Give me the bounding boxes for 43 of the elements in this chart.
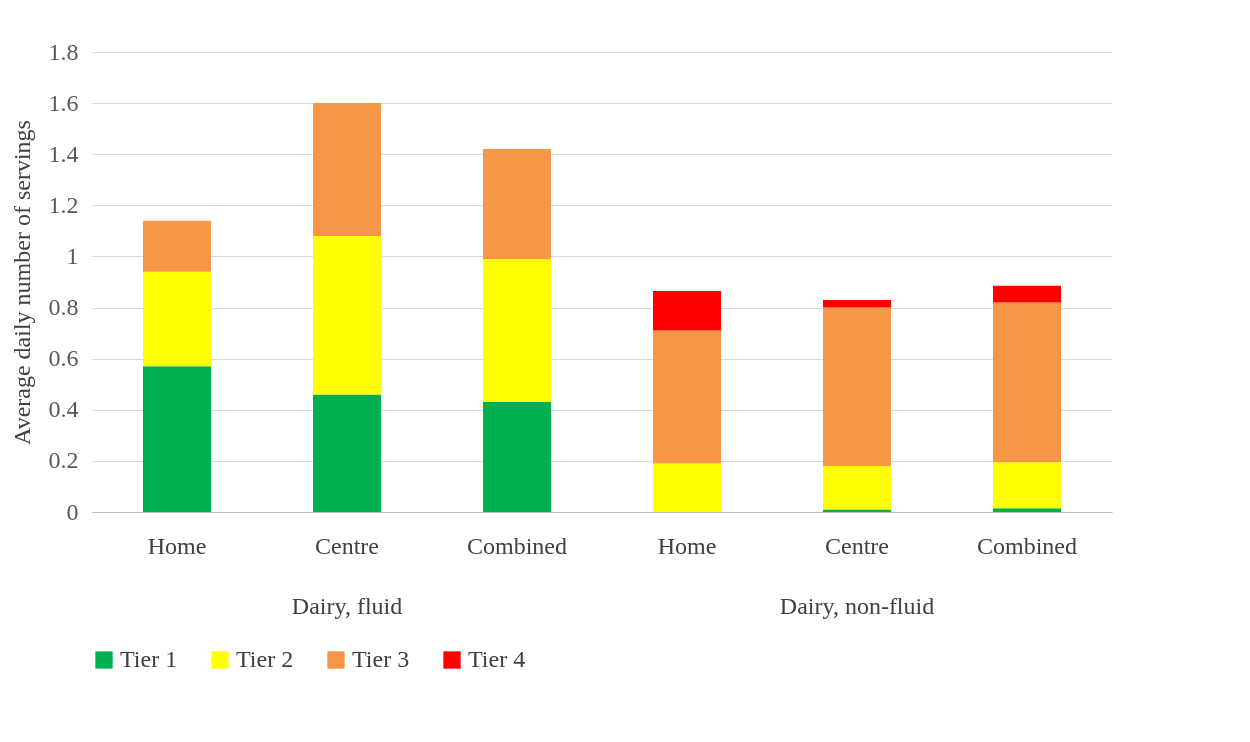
bar <box>823 466 891 510</box>
x-tick-label: Centre <box>315 532 379 559</box>
x-tick-label: Combined <box>977 532 1077 559</box>
bar <box>653 290 721 331</box>
x-tick-label: Home <box>147 532 207 559</box>
y-tick-label: 1.8 <box>48 38 79 65</box>
text: Dairy, fluid <box>291 593 403 619</box>
bar <box>483 402 551 512</box>
legend-label: Tier 1 <box>120 646 178 672</box>
bar <box>653 330 721 464</box>
bar <box>993 508 1061 512</box>
y-tick-label: 0.6 <box>48 345 79 372</box>
y-tick-label: 0.8 <box>48 294 79 321</box>
bar <box>143 366 211 512</box>
bar <box>993 462 1061 509</box>
legend-label: Tier 2 <box>236 646 294 672</box>
bar <box>993 285 1061 303</box>
bar <box>313 394 381 512</box>
bar <box>483 259 551 403</box>
legend-label: Tier 4 <box>468 646 526 672</box>
bar <box>823 299 891 308</box>
y-tick-label: 1.6 <box>48 89 79 116</box>
bar <box>313 103 381 236</box>
bar <box>143 220 211 272</box>
y-axis-title: Average daily number of servings <box>8 120 35 445</box>
y-tick-label: 1.4 <box>48 140 79 167</box>
bar <box>823 509 891 512</box>
y-tick-label: 0.2 <box>48 447 79 474</box>
y-tick-label: 1 <box>66 242 79 269</box>
x-tick-label: Combined <box>467 532 567 559</box>
text: Dairy, non-fluid <box>779 593 935 619</box>
bar <box>823 307 891 466</box>
legend-label: Tier 3 <box>352 646 410 672</box>
y-tick-label: 1.2 <box>48 191 79 218</box>
y-tick-label: 0 <box>66 498 79 525</box>
bar <box>313 236 381 395</box>
bar <box>993 302 1061 463</box>
bar <box>653 463 721 512</box>
bar <box>143 271 211 367</box>
x-tick-label: Centre <box>825 532 889 559</box>
bar <box>483 149 551 259</box>
x-tick-label: Home <box>657 532 717 559</box>
y-tick-label: 0.4 <box>48 396 79 423</box>
